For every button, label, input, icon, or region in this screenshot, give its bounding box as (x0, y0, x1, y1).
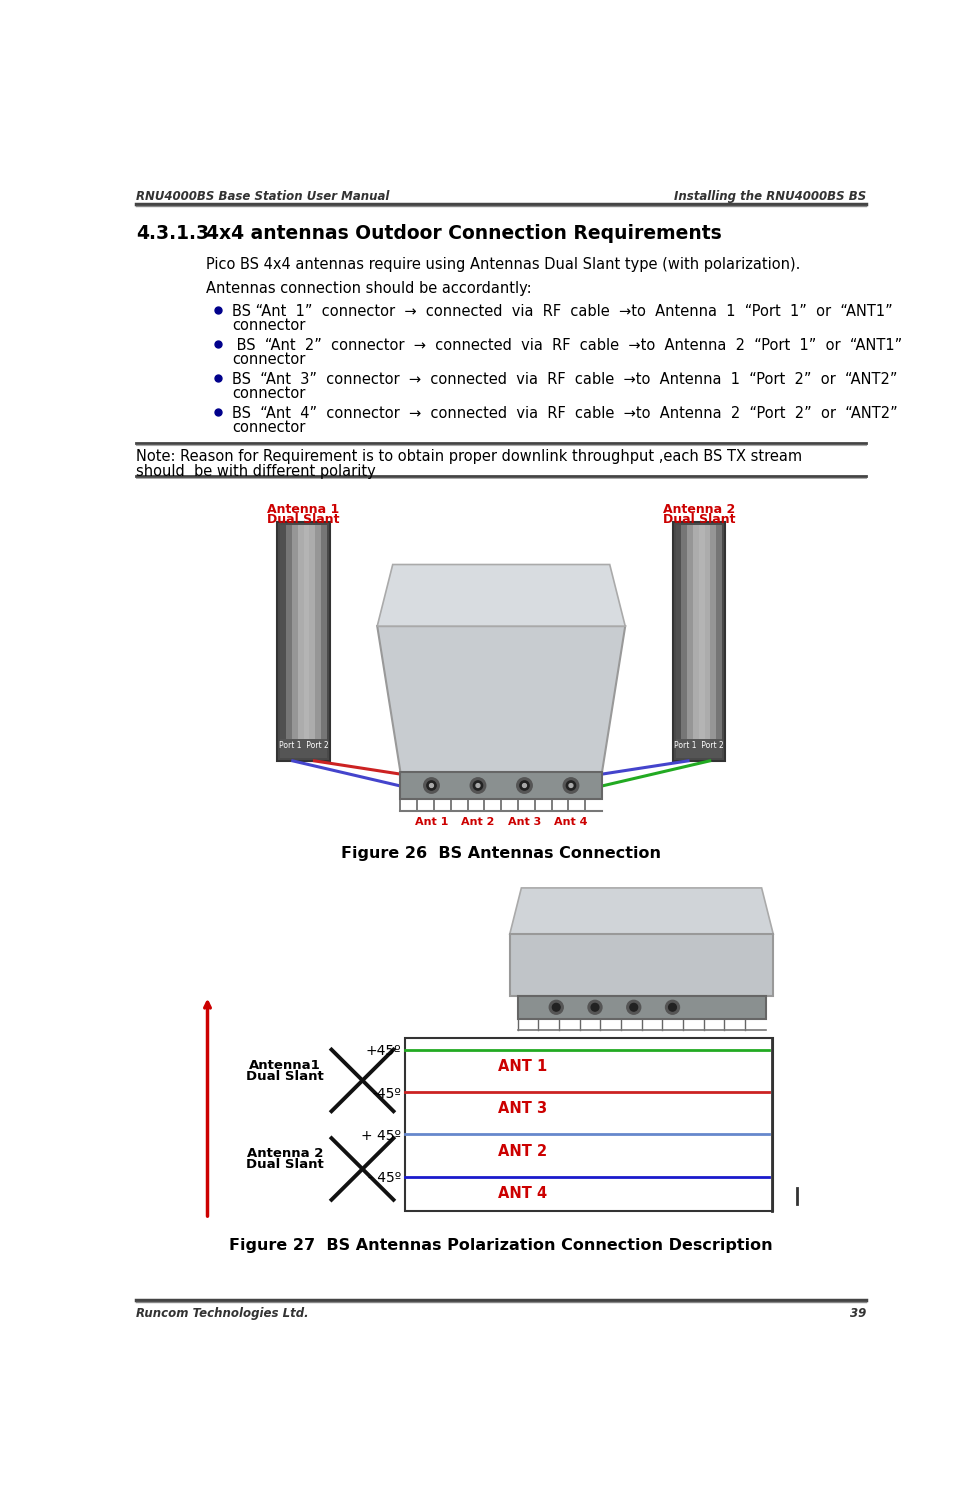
Circle shape (629, 1004, 637, 1011)
Text: connector: connector (233, 319, 306, 334)
Text: Antennas connection should be accordantly:: Antennas connection should be accordantl… (206, 281, 531, 296)
Bar (309, 525, 315, 741)
Text: Note: Reason for Requirement is to obtain proper downlink throughput ,each BS TX: Note: Reason for Requirement is to obtai… (136, 449, 801, 464)
Bar (400, 772, 602, 799)
Text: Dual Slant: Dual Slant (267, 513, 339, 527)
Text: Figure 26  BS Antennas Connection: Figure 26 BS Antennas Connection (341, 845, 660, 860)
Circle shape (473, 781, 482, 790)
Bar (675, 739, 721, 758)
Bar (303, 525, 309, 741)
Bar (715, 525, 721, 741)
Circle shape (470, 778, 486, 793)
Circle shape (429, 784, 433, 787)
Bar (320, 525, 326, 741)
Circle shape (423, 778, 439, 793)
Circle shape (664, 1001, 679, 1014)
Text: ANT 3: ANT 3 (497, 1101, 547, 1116)
Circle shape (563, 778, 578, 793)
Bar (280, 525, 286, 741)
Bar (509, 934, 773, 996)
Text: Runcom Technologies Ltd.: Runcom Technologies Ltd. (136, 1308, 309, 1319)
Text: BS “Ant  1”  connector  →  connected  via  RF  cable  →to  Antenna  1  “Port  1”: BS “Ant 1” connector → connected via RF … (233, 304, 892, 319)
Bar (276, 522, 329, 761)
Text: -45º: -45º (372, 1086, 401, 1101)
Circle shape (426, 781, 436, 790)
Bar (672, 522, 725, 761)
Circle shape (587, 1001, 602, 1014)
Bar (681, 525, 687, 741)
Circle shape (520, 781, 529, 790)
Circle shape (668, 1004, 676, 1011)
Text: 4x4 antennas Outdoor Connection Requirements: 4x4 antennas Outdoor Connection Requirem… (206, 224, 721, 244)
Bar (315, 525, 320, 741)
Text: should  be with different polarity: should be with different polarity (136, 464, 375, 479)
Bar (297, 525, 303, 741)
Text: Antenna 2: Antenna 2 (246, 1147, 322, 1161)
Text: 39: 39 (849, 1308, 866, 1319)
Text: Figure 27  BS Antennas Polarization Connection Description: Figure 27 BS Antennas Polarization Conne… (230, 1239, 772, 1254)
Bar (704, 525, 709, 741)
Text: RNU4000BS Base Station User Manual: RNU4000BS Base Station User Manual (136, 190, 389, 203)
Bar (292, 525, 297, 741)
Polygon shape (377, 564, 624, 627)
Bar (280, 739, 326, 758)
Text: ANT 1: ANT 1 (497, 1059, 547, 1074)
Bar (709, 525, 715, 741)
Bar (517, 996, 765, 1019)
Circle shape (590, 1004, 598, 1011)
Text: BS  “Ant  2”  connector  →  connected  via  RF  cable  →to  Antenna  2  “Port  1: BS “Ant 2” connector → connected via RF … (233, 338, 902, 353)
Polygon shape (509, 889, 773, 934)
Text: ANT 2: ANT 2 (497, 1143, 547, 1158)
Text: connector: connector (233, 352, 306, 367)
Text: +45º: +45º (365, 1044, 401, 1058)
Text: Pico BS 4x4 antennas require using Antennas Dual Slant type (with polarization).: Pico BS 4x4 antennas require using Anten… (206, 256, 799, 271)
Text: connector: connector (233, 420, 306, 435)
Text: Dual Slant: Dual Slant (246, 1070, 323, 1083)
Text: Port 1  Port 2: Port 1 Port 2 (278, 741, 328, 749)
Bar (404, 1038, 773, 1212)
Text: BS  “Ant  3”  connector  →  connected  via  RF  cable  →to  Antenna  1  “Port  2: BS “Ant 3” connector → connected via RF … (233, 373, 897, 387)
Circle shape (552, 1004, 560, 1011)
Polygon shape (377, 627, 624, 772)
Bar (699, 525, 704, 741)
Text: Ant 4: Ant 4 (554, 817, 587, 827)
Text: - 45º: - 45º (367, 1171, 401, 1185)
Text: Dual Slant: Dual Slant (246, 1158, 323, 1171)
Circle shape (476, 784, 480, 787)
Text: Antenna 2: Antenna 2 (662, 503, 735, 516)
Bar (286, 525, 292, 741)
Text: ANT 4: ANT 4 (497, 1186, 547, 1201)
Text: Dual Slant: Dual Slant (662, 513, 735, 527)
Bar (675, 525, 681, 741)
Text: Port 1  Port 2: Port 1 Port 2 (673, 741, 723, 749)
Text: Antenna1: Antenna1 (249, 1059, 320, 1071)
Circle shape (522, 784, 526, 787)
Circle shape (516, 778, 531, 793)
Text: Ant 1: Ant 1 (414, 817, 447, 827)
Text: 4.3.1.3: 4.3.1.3 (136, 224, 209, 244)
Circle shape (569, 784, 573, 787)
Bar (693, 525, 699, 741)
Text: Ant 3: Ant 3 (507, 817, 540, 827)
Circle shape (549, 1001, 563, 1014)
Bar (687, 525, 693, 741)
Circle shape (626, 1001, 640, 1014)
Text: connector: connector (233, 386, 306, 401)
Text: + 45º: + 45º (361, 1129, 401, 1143)
Text: Installing the RNU4000BS BS: Installing the RNU4000BS BS (673, 190, 866, 203)
Circle shape (566, 781, 575, 790)
Text: BS  “Ant  4”  connector  →  connected  via  RF  cable  →to  Antenna  2  “Port  2: BS “Ant 4” connector → connected via RF … (233, 405, 897, 420)
Text: Antenna 1: Antenna 1 (267, 503, 339, 516)
Text: Ant 2: Ant 2 (461, 817, 494, 827)
